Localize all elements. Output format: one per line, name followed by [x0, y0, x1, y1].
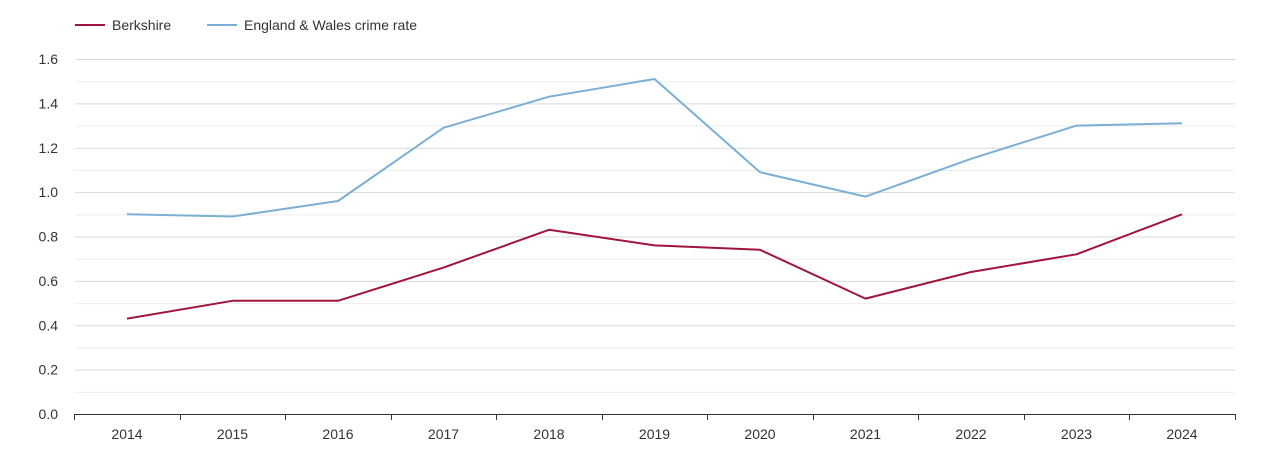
x-tick-label: 2021 [850, 426, 881, 442]
x-tick-label: 2024 [1166, 426, 1197, 442]
x-tick-label: 2017 [428, 426, 459, 442]
legend-item-england-wales[interactable]: England & Wales crime rate [207, 17, 417, 33]
y-tick-label: 1.6 [39, 51, 59, 67]
x-tick-label: 2022 [955, 426, 986, 442]
x-axis: 2014 2015 2016 2017 2018 2019 2020 2021 2022 2023… [74, 414, 1236, 442]
y-tick-label: 1.4 [39, 95, 59, 111]
x-tick-label: 2018 [533, 426, 564, 442]
y-tick-label: 1.0 [39, 184, 59, 200]
series-lines [126, 78, 1183, 320]
y-tick-label: 1.2 [39, 140, 59, 156]
y-tick-label: 0.0 [39, 406, 59, 422]
legend-item-berkshire[interactable]: Berkshire [75, 17, 171, 33]
x-tick-label: 2015 [217, 426, 248, 442]
grid-lines [75, 59, 1235, 393]
x-tick-label: 2020 [744, 426, 775, 442]
y-tick-label: 0.8 [39, 229, 59, 245]
x-tick-label: 2016 [322, 426, 353, 442]
legend-label: Berkshire [112, 17, 171, 33]
x-tick-label: 2023 [1061, 426, 1092, 442]
y-axis: 0.0 0.2 0.4 0.6 0.8 1.0 1.2 1.4 1.6 [39, 51, 59, 422]
y-tick-label: 0.4 [39, 317, 59, 333]
y-tick-label: 0.2 [39, 362, 59, 378]
series-line-berkshire [126, 213, 1183, 320]
series-line-england-wales-crime-rate [126, 78, 1183, 218]
x-tick-label: 2019 [639, 426, 670, 442]
x-tick-label: 2014 [111, 426, 142, 442]
legend-label: England & Wales crime rate [244, 17, 417, 33]
y-tick-label: 0.6 [39, 273, 59, 289]
legend: Berkshire England & Wales crime rate [75, 17, 417, 33]
